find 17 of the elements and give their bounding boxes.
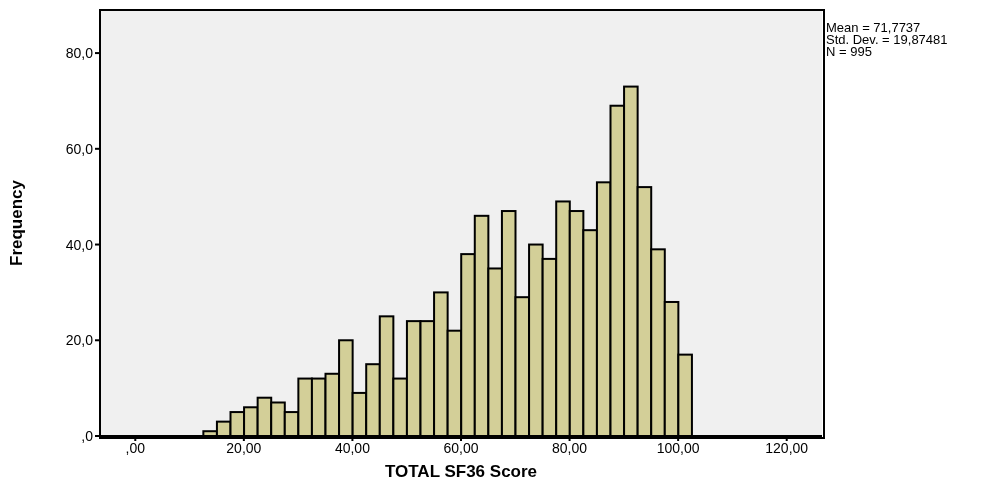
x-tick-label: 20,00 (226, 439, 262, 456)
x-tick-label: 60,00 (443, 439, 479, 456)
y-tick-label: ,0 (81, 427, 94, 444)
text: Mean = 71,7737 (826, 20, 922, 35)
y-tick-label: 40,0 (65, 236, 94, 253)
y-tick-label: 60,0 (65, 140, 94, 157)
y-axis-title: Frequency (7, 179, 27, 266)
x-tick-label: ,00 (125, 439, 146, 456)
x-tick-label: 100,00 (656, 439, 700, 456)
y-tick-label: 20,0 (65, 332, 94, 349)
x-tick-label: 120,00 (765, 439, 809, 456)
x-tick-label: 40,00 (334, 439, 371, 456)
y-tick-label: 80,0 (65, 45, 94, 62)
x-axis-title: TOTAL SF36 Score (384, 462, 538, 481)
x-tick-label: 80,00 (552, 439, 588, 456)
text: N = 995 (826, 44, 873, 59)
text: Std. Dev. = 19,87481 (826, 32, 948, 47)
